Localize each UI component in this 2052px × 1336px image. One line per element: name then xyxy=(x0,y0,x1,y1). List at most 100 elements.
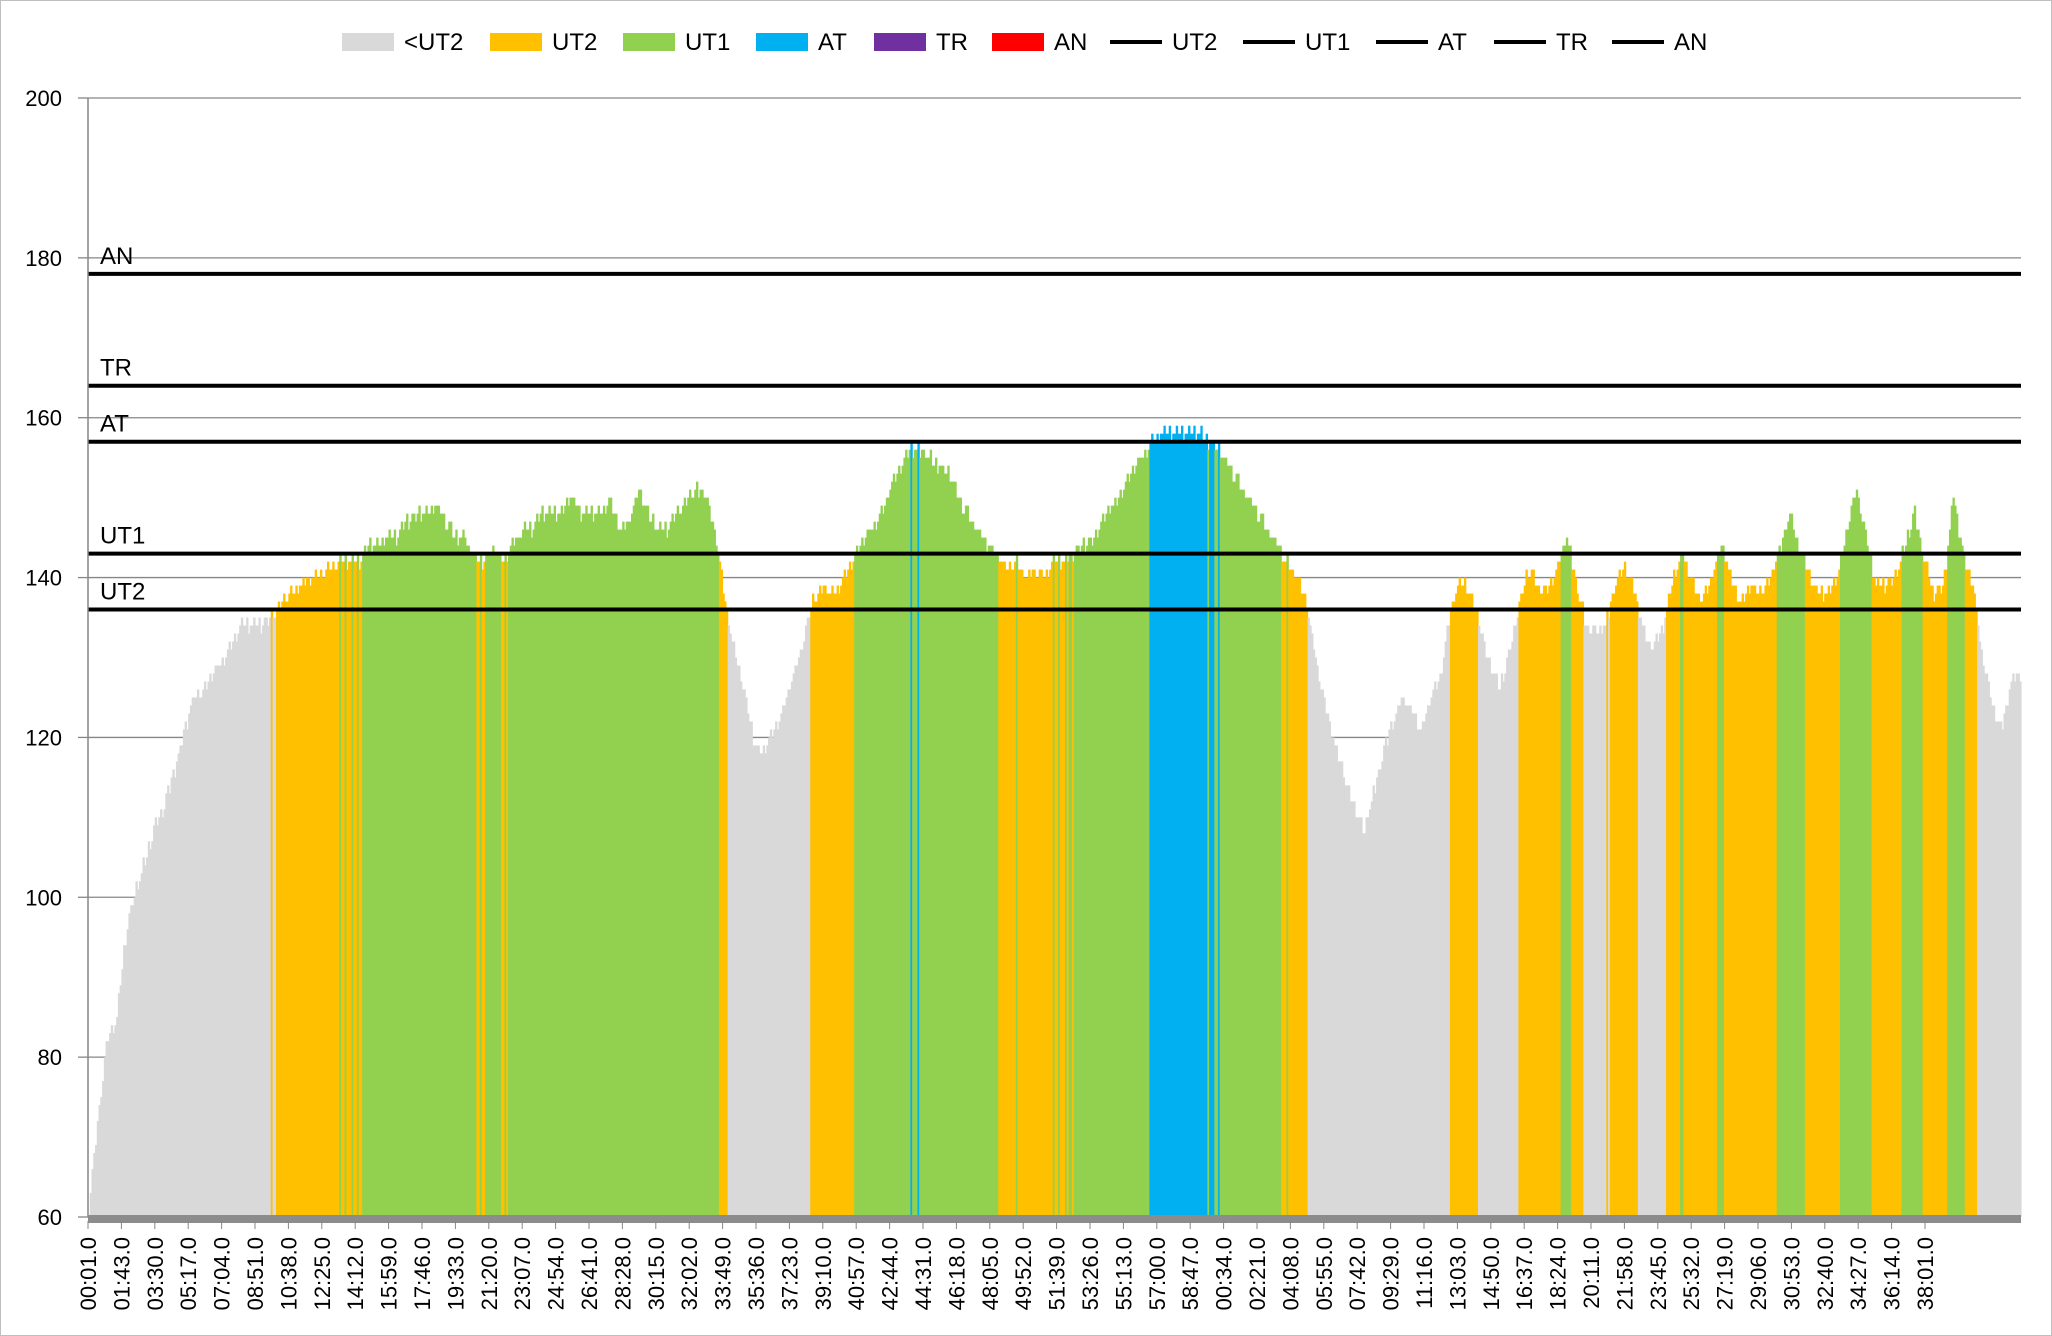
hr-bar xyxy=(891,481,894,1217)
hr-bar xyxy=(242,625,245,1217)
hr-bar xyxy=(1713,569,1716,1217)
hr-bar xyxy=(414,521,418,1217)
hr-bar xyxy=(1124,481,1128,1217)
hr-bar xyxy=(1669,593,1672,1217)
hr-bar xyxy=(690,497,694,1217)
hr-bar xyxy=(1725,561,1729,1217)
hr-bar xyxy=(926,457,929,1217)
hr-bar xyxy=(864,537,868,1217)
hr-bar xyxy=(1042,577,1045,1217)
hr-bar xyxy=(202,689,205,1217)
hr-bar xyxy=(1641,625,1644,1217)
legend-swatch xyxy=(490,33,542,51)
hr-bar xyxy=(1796,537,1799,1217)
hr-bar xyxy=(1947,545,1950,1217)
hr-bar xyxy=(998,561,1001,1217)
hr-bar xyxy=(1535,585,1539,1217)
hr-bar xyxy=(1664,617,1667,1217)
hr-bar xyxy=(1697,593,1701,1217)
hr-bar xyxy=(1442,657,1446,1217)
x-tick-label: 33:49.0 xyxy=(711,1237,736,1310)
hr-bar xyxy=(1214,449,1217,1217)
hr-bar xyxy=(342,561,346,1217)
hr-bar xyxy=(312,577,316,1217)
hr-bar xyxy=(1643,625,1646,1217)
hr-bar xyxy=(1585,625,1588,1217)
hr-bar xyxy=(1284,561,1288,1217)
hr-bar xyxy=(1072,561,1075,1217)
hr-bar xyxy=(699,489,702,1217)
hr-bar xyxy=(96,1121,100,1217)
hr-bar xyxy=(1395,713,1398,1217)
hr-bar xyxy=(1165,433,1168,1217)
hr-bar xyxy=(1261,513,1265,1217)
hr-bar xyxy=(989,545,992,1217)
hr-bar xyxy=(1952,497,1955,1217)
hr-bar xyxy=(922,449,926,1217)
hr-bar xyxy=(943,473,947,1217)
hr-bar xyxy=(1202,441,1205,1217)
hr-bar xyxy=(376,537,379,1217)
hr-bar xyxy=(1500,673,1504,1217)
hr-bar xyxy=(1644,641,1648,1217)
x-tick-label: 09:29.0 xyxy=(1379,1237,1404,1310)
hr-bar xyxy=(334,569,337,1217)
hr-bar xyxy=(833,593,836,1217)
hr-bar xyxy=(841,577,845,1217)
hr-bar xyxy=(319,569,323,1217)
hr-bar xyxy=(646,505,650,1217)
hr-bar xyxy=(2005,705,2008,1217)
hr-bar xyxy=(629,521,632,1217)
hr-bar xyxy=(741,689,745,1217)
hr-bar xyxy=(1678,561,1681,1217)
hr-bar xyxy=(1151,433,1154,1217)
hr-bar xyxy=(318,577,321,1217)
hr-bar xyxy=(993,553,996,1217)
hr-bar xyxy=(1462,585,1465,1217)
hr-bar xyxy=(980,537,984,1217)
hr-bar xyxy=(1987,681,1990,1217)
hr-bar xyxy=(1209,441,1212,1217)
hr-bar xyxy=(500,561,504,1217)
hr-bar xyxy=(771,737,774,1217)
hr-bar xyxy=(481,569,484,1217)
threshold-label-tr: TR xyxy=(100,355,132,382)
hr-bar xyxy=(1869,553,1873,1217)
hr-bar xyxy=(137,889,140,1217)
hr-bar xyxy=(263,617,267,1217)
hr-bar xyxy=(1251,505,1254,1217)
hr-bar xyxy=(1702,593,1706,1217)
hr-bar xyxy=(1314,657,1317,1217)
hr-bar xyxy=(1817,593,1820,1217)
hr-bar xyxy=(467,545,470,1217)
hr-bar xyxy=(1764,585,1767,1217)
hr-bar xyxy=(1075,545,1078,1217)
hr-bar xyxy=(1325,713,1328,1217)
hr-bar xyxy=(1481,633,1484,1217)
hr-bar xyxy=(427,513,430,1217)
hr-bar xyxy=(1379,769,1382,1217)
hr-bar xyxy=(1695,593,1699,1217)
hr-bar xyxy=(1029,577,1033,1217)
hr-bar xyxy=(523,521,527,1217)
hr-bar xyxy=(89,1193,93,1217)
hr-bar xyxy=(1082,537,1085,1217)
hr-bar xyxy=(1525,569,1528,1217)
x-tick-label: 42:44.0 xyxy=(878,1237,903,1310)
hr-bar xyxy=(1479,633,1483,1217)
hr-bar xyxy=(1941,585,1945,1217)
x-tick-label: 00:34.0 xyxy=(1212,1237,1237,1310)
hr-bar xyxy=(1351,801,1354,1217)
hr-bar xyxy=(537,521,541,1217)
hr-bar xyxy=(235,641,238,1217)
hr-bar xyxy=(622,521,625,1217)
hr-bar xyxy=(1300,593,1303,1217)
hr-bar xyxy=(165,793,168,1217)
hr-bar xyxy=(822,585,825,1217)
hr-bar xyxy=(147,841,151,1217)
hr-bar xyxy=(1862,521,1866,1217)
hr-bar xyxy=(1256,521,1259,1217)
hr-bar xyxy=(799,649,803,1217)
hr-bar xyxy=(203,681,207,1217)
hr-bar xyxy=(755,745,759,1217)
